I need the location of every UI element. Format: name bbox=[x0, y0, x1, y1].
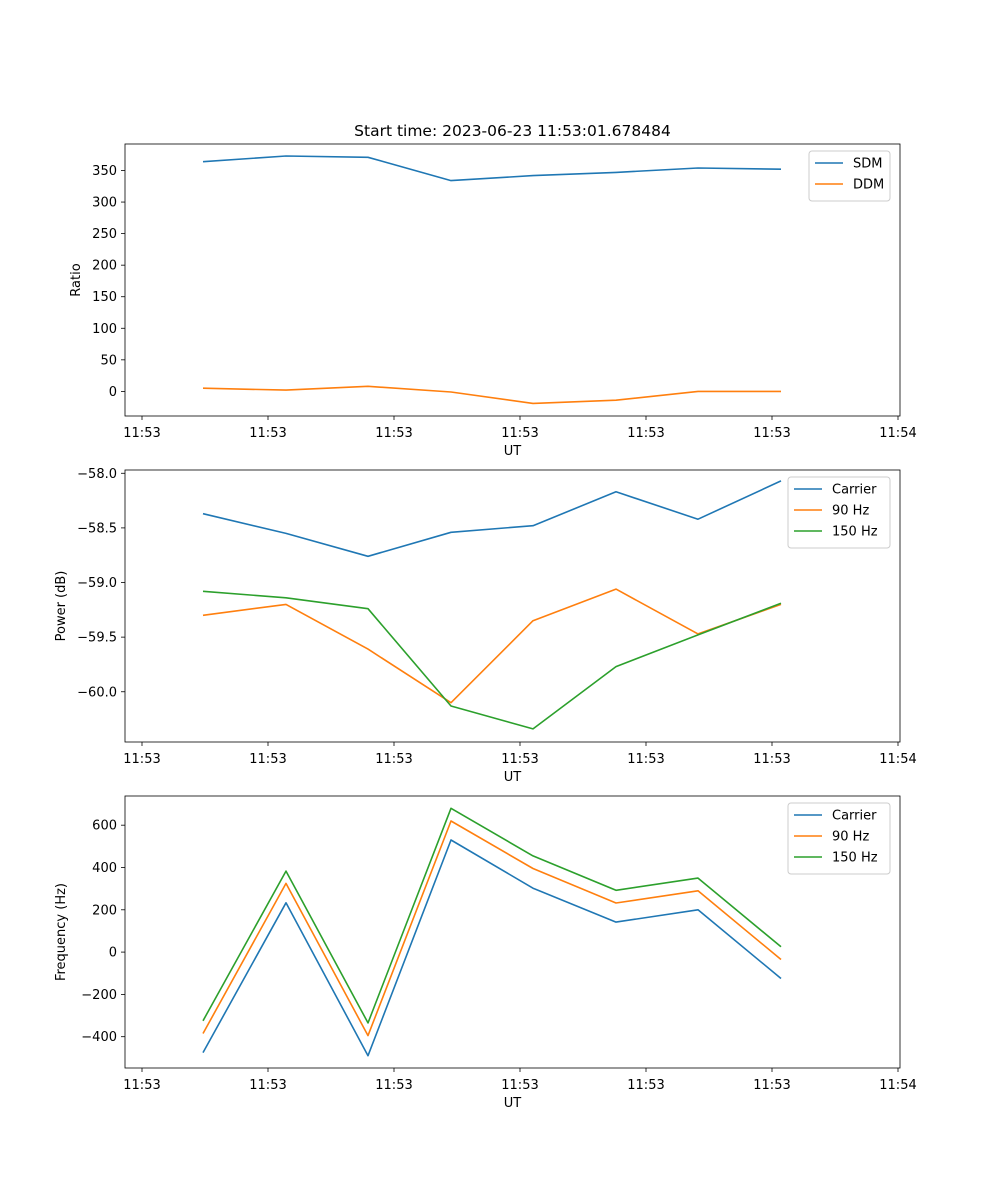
x-tick-label: 11:53 bbox=[501, 1078, 538, 1093]
legend-label: 150 Hz bbox=[832, 851, 878, 866]
y-tick-label: 350 bbox=[92, 164, 117, 179]
legend-label: SDM bbox=[853, 157, 882, 172]
x-tick-label: 11:53 bbox=[375, 1078, 412, 1093]
x-tick-label: 11:53 bbox=[627, 752, 664, 767]
y-axis-label: Power (dB) bbox=[54, 571, 69, 642]
legend: Carrier 90 Hz 150 Hz bbox=[787, 802, 891, 875]
legend-label: DDM bbox=[853, 178, 884, 193]
y-tick-label: −200 bbox=[81, 988, 117, 1003]
y-tick-label: 600 bbox=[92, 819, 117, 834]
x-tick-label: 11:53 bbox=[123, 1078, 160, 1093]
y-tick-label: 300 bbox=[92, 196, 117, 211]
series-line-90-hz bbox=[202, 820, 782, 1037]
y-tick-label: −58.5 bbox=[77, 521, 117, 536]
axes-frame bbox=[124, 143, 901, 417]
y-tick-label: −60.0 bbox=[77, 685, 117, 700]
series-line-carrier bbox=[202, 480, 782, 558]
y-tick-label: 150 bbox=[92, 290, 117, 305]
x-tick-label: 11:53 bbox=[375, 752, 412, 767]
series-line-ddm bbox=[202, 385, 781, 405]
x-tick-label: 11:53 bbox=[753, 752, 790, 767]
series-line-150-hz bbox=[202, 590, 782, 730]
x-tick-label: 11:53 bbox=[501, 426, 538, 441]
x-tick-label: 11:54 bbox=[879, 1078, 916, 1093]
x-tick-label: 11:53 bbox=[249, 426, 286, 441]
y-tick-label: 200 bbox=[92, 259, 117, 274]
legend: SDM DDM bbox=[808, 150, 891, 202]
series-line-sdm bbox=[202, 155, 782, 182]
legend-label: Carrier bbox=[832, 809, 877, 824]
y-tick-label: −59.5 bbox=[77, 631, 117, 646]
series-line-150-hz bbox=[202, 807, 782, 1024]
x-tick-label: 11:53 bbox=[627, 426, 664, 441]
x-tick-label: 11:53 bbox=[123, 426, 160, 441]
x-tick-label: 11:53 bbox=[249, 1078, 286, 1093]
x-tick-label: 11:53 bbox=[753, 1078, 790, 1093]
chart-panel-2: 11:53 11:53 11:53 11:53 11:53 11:53 11:54 UT −60… bbox=[54, 467, 917, 785]
x-axis-label: UT bbox=[504, 444, 522, 459]
axes-frame bbox=[124, 795, 901, 1069]
legend-label: 90 Hz bbox=[832, 830, 869, 845]
y-tick-label: 0 bbox=[109, 946, 117, 961]
chart-title: Start time: 2023-06-23 11:53:01.678484 bbox=[354, 122, 671, 140]
chart-panel-1: Start time: 2023-06-23 11:53:01.678484 11… bbox=[69, 122, 917, 459]
x-tick-label: 11:53 bbox=[501, 752, 538, 767]
y-tick-label: 100 bbox=[92, 322, 117, 337]
y-axis-label: Frequency (Hz) bbox=[54, 883, 69, 981]
legend-label: 90 Hz bbox=[832, 504, 869, 519]
y-tick-label: −58.0 bbox=[77, 467, 117, 482]
x-tick-label: 11:53 bbox=[375, 426, 412, 441]
legend-label: 150 Hz bbox=[832, 525, 878, 540]
y-tick-label: 400 bbox=[92, 861, 117, 876]
x-tick-label: 11:54 bbox=[879, 426, 916, 441]
series-line-carrier bbox=[202, 839, 782, 1057]
y-tick-label: 250 bbox=[92, 227, 117, 242]
y-tick-label: 0 bbox=[109, 385, 117, 400]
y-tick-label: 50 bbox=[100, 353, 117, 368]
x-tick-label: 11:53 bbox=[627, 1078, 664, 1093]
y-tick-label: −400 bbox=[81, 1030, 117, 1045]
chart-panel-3: 11:53 11:53 11:53 11:53 11:53 11:53 11:54 UT −40… bbox=[54, 795, 917, 1111]
x-tick-label: 11:53 bbox=[249, 752, 286, 767]
axes-frame bbox=[124, 469, 901, 743]
y-tick-label: 200 bbox=[92, 903, 117, 918]
y-tick-label: −59.0 bbox=[77, 576, 117, 591]
x-axis-label: UT bbox=[504, 770, 522, 785]
y-axis-label: Ratio bbox=[69, 263, 84, 296]
x-tick-label: 11:53 bbox=[753, 426, 790, 441]
series-line-90-hz bbox=[202, 588, 782, 704]
legend-label: Carrier bbox=[832, 483, 877, 498]
x-tick-label: 11:53 bbox=[123, 752, 160, 767]
legend: Carrier 90 Hz 150 Hz bbox=[787, 476, 891, 549]
x-tick-label: 11:54 bbox=[879, 752, 916, 767]
x-axis-label: UT bbox=[504, 1096, 522, 1111]
